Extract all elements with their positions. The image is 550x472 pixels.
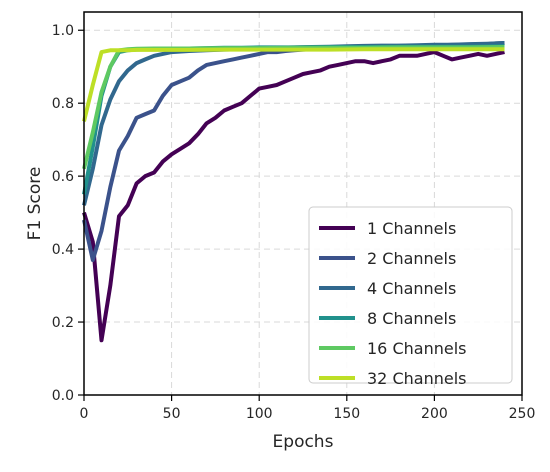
y-tick-label: 0.8 [52, 96, 74, 112]
x-tick-label: 0 [80, 406, 89, 422]
y-axis-label: F1 Score [25, 167, 45, 241]
legend: 1 Channels 2 Channels 4 Channels 8 Channels… [308, 206, 513, 388]
axes-layer: 0 50 100 150 200 250 0.0 0.2 0.4 0.6 0.8 1.0 [52, 11, 536, 422]
legend-label: 16 Channels [367, 339, 466, 358]
legend-label: 32 Channels [367, 369, 466, 388]
series-layer [82, 41, 505, 343]
plot-frame [83, 11, 523, 396]
series-line-4-channels [82, 41, 505, 206]
legend-label: 2 Channels [367, 249, 456, 268]
y-tick-label: 0.4 [52, 242, 74, 258]
legend-label: 4 Channels [367, 279, 456, 298]
series-line-1-channels [82, 50, 505, 343]
legend-box [308, 206, 513, 384]
x-tick-label: 100 [246, 406, 273, 422]
series-line-16-channels [82, 45, 505, 170]
legend-label: 8 Channels [367, 309, 456, 328]
x-tick-label: 50 [163, 406, 181, 422]
y-tick-label: 0.6 [52, 169, 74, 185]
x-tick-label: 150 [333, 406, 360, 422]
y-tick-label: 1.0 [52, 23, 74, 39]
x-tick-label: 200 [421, 406, 448, 422]
y-tick-label: 0.0 [52, 388, 74, 404]
series-line-32-channels [82, 47, 505, 122]
x-axis-label: Epochs [273, 432, 334, 452]
x-tick-label: 250 [509, 406, 536, 422]
legend-label: 1 Channels [367, 219, 456, 238]
series-line-8-channels [82, 44, 505, 195]
y-tick-label: 0.2 [52, 315, 74, 331]
